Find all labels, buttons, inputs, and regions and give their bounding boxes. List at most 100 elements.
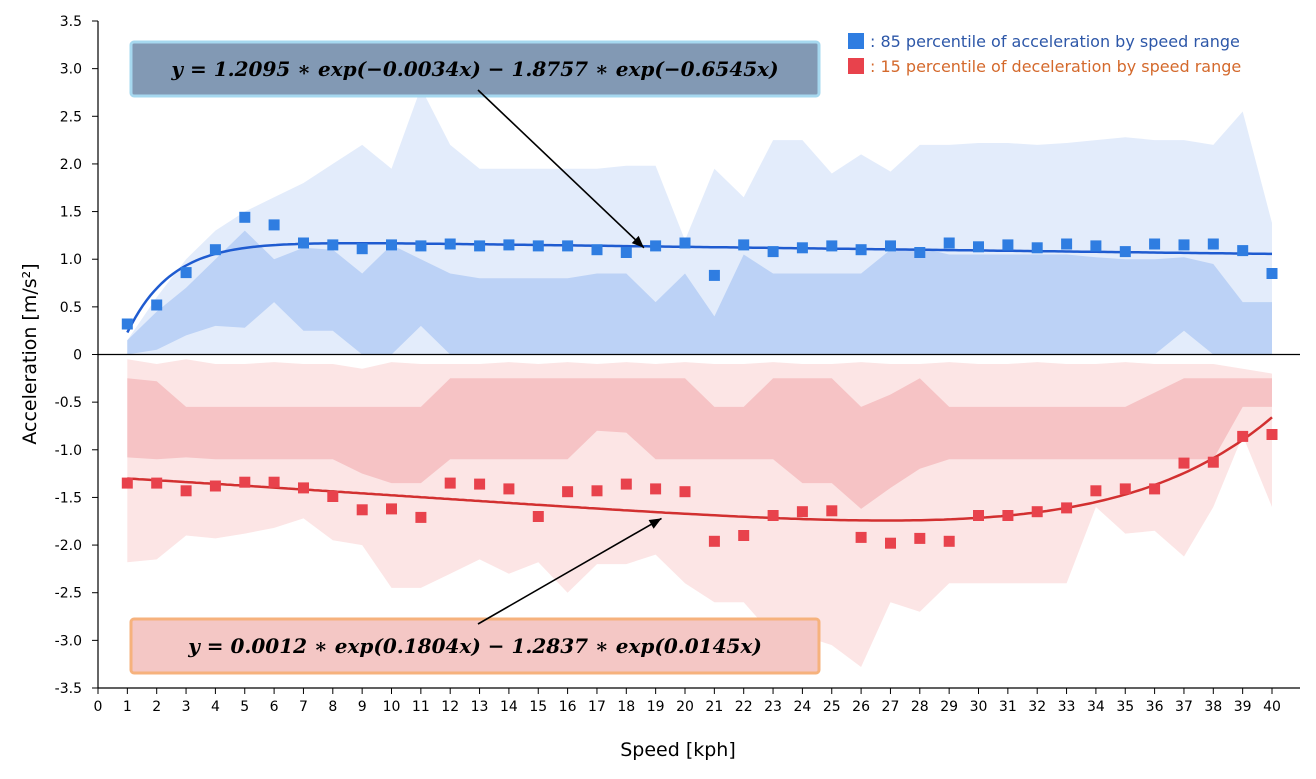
x-tick-label: 4	[211, 699, 220, 715]
series-0-point	[679, 237, 691, 249]
equation-text-0: y = 1.2095 ∗ exp(−0.0034x) − 1.8757 ∗ ex…	[170, 57, 778, 81]
x-tick-label: 7	[299, 699, 308, 715]
x-axis-title: Speed [kph]	[620, 739, 736, 761]
x-tick-label: 22	[735, 699, 753, 715]
x-tick-label: 30	[970, 699, 988, 715]
x-tick-label: 40	[1263, 699, 1281, 715]
series-1-point	[973, 510, 984, 521]
series-0-point	[796, 242, 808, 254]
series-0-point	[1061, 238, 1073, 250]
percentile-bands	[127, 87, 1272, 667]
series-1-point	[650, 483, 662, 495]
x-tick-label: 5	[240, 699, 249, 715]
series-0-point	[855, 244, 867, 256]
y-tick-labels: -3.5 -3.0 -2.5 -2.0 -1.5 -1.0 -0.5 0 0.5 1.0 1.5 2.…	[55, 14, 98, 697]
series-1-point	[708, 535, 720, 547]
x-tick-label: 10	[383, 699, 401, 715]
series-1-point	[180, 485, 192, 497]
arrow-head-1	[648, 518, 662, 529]
series-1-point	[356, 504, 368, 516]
series-1-point	[562, 486, 574, 498]
fit-curve-0	[126, 241, 1272, 334]
series-0-point	[209, 244, 221, 256]
legend: : 85 percentile of acceleration by speed…	[848, 32, 1241, 76]
data-points	[121, 211, 1278, 549]
legend-label-0: : 85 percentile of acceleration by speed…	[870, 32, 1240, 51]
series-1-point	[1178, 457, 1190, 469]
x-tick-label: 8	[328, 699, 337, 715]
x-tick-label: 23	[764, 699, 782, 715]
x-tick-label: 14	[500, 699, 518, 715]
y-tick-label: -1.0	[55, 443, 82, 459]
x-tick-label: 35	[1116, 699, 1134, 715]
series-0-point	[386, 239, 397, 251]
series-0-point	[650, 240, 662, 252]
x-tick-label: 32	[1028, 699, 1046, 715]
x-tick-label: 0	[94, 699, 103, 715]
series-1-point	[298, 482, 309, 494]
y-tick-label: 3.0	[60, 62, 82, 78]
x-tick-label: 18	[617, 699, 635, 715]
series-1-point	[826, 505, 838, 517]
y-tick-label: 0	[73, 348, 82, 364]
x-tick-label: 6	[270, 699, 279, 715]
series-1-point	[943, 535, 955, 547]
fit-curve-1	[127, 416, 1273, 522]
x-tick-label: 26	[852, 699, 870, 715]
x-tick-label: 11	[412, 699, 430, 715]
series-0-point	[1237, 245, 1249, 257]
x-tick-labels: 0 1 2 3 4 5 6 7 8 9 10 11 12 13 14 15 16 17 18 19 20 21 22 23 24…	[94, 688, 1281, 715]
series-1-point	[386, 503, 397, 515]
fit-curves	[126, 241, 1273, 522]
legend-swatch-0	[848, 33, 864, 49]
series-0-point	[1266, 268, 1278, 279]
y-tick-label: -0.5	[55, 395, 82, 411]
x-tick-label: 19	[647, 699, 665, 715]
series-1-point	[327, 491, 339, 502]
x-tick-label: 29	[940, 699, 958, 715]
x-tick-label: 3	[182, 699, 191, 715]
series-1-point	[121, 477, 133, 489]
series-1-point	[1207, 456, 1219, 468]
series-0-point	[1031, 242, 1043, 254]
series-1-point	[855, 531, 867, 543]
series-0-point	[591, 244, 603, 256]
series-1-point	[738, 530, 750, 541]
series-0-point	[885, 240, 896, 252]
series-0-point	[474, 240, 486, 252]
series-0-point	[620, 247, 632, 258]
series-1-point	[1002, 510, 1014, 521]
y-tick-label: 2.0	[60, 157, 82, 173]
series-1-point	[1061, 502, 1073, 514]
series-1-point	[1031, 506, 1043, 518]
series-1-point	[767, 510, 779, 521]
equation-annotations: y = 1.2095 ∗ exp(−0.0034x) − 1.8757 ∗ ex…	[129, 40, 821, 675]
series-1-point	[239, 476, 251, 488]
series-1-point	[268, 476, 280, 488]
legend-label-1: : 15 percentile of deceleration by speed…	[870, 57, 1241, 76]
x-tick-label: 39	[1234, 699, 1252, 715]
y-tick-label: 2.5	[60, 109, 82, 125]
series-0-point	[327, 239, 339, 251]
arrow-line-1	[477, 517, 662, 625]
x-tick-label: 9	[358, 699, 367, 715]
x-tick-label: 20	[676, 699, 694, 715]
series-0-point	[121, 318, 133, 330]
series-1-point	[1237, 430, 1249, 442]
y-tick-label: -2.0	[55, 538, 82, 554]
series-0-point	[151, 299, 163, 311]
series-0-point	[239, 211, 251, 223]
x-tick-label: 24	[793, 699, 811, 715]
series-1-point	[151, 477, 163, 489]
series-1-point	[474, 478, 486, 490]
series-1-point	[532, 511, 544, 522]
series-1-point	[503, 483, 515, 495]
x-tick-label: 31	[999, 699, 1017, 715]
series-0-point	[298, 237, 309, 249]
series-0-point	[1090, 240, 1102, 252]
series-1-point	[1266, 429, 1278, 440]
x-tick-label: 27	[882, 699, 900, 715]
equation-box-1	[129, 617, 821, 675]
x-tick-label: 37	[1175, 699, 1193, 715]
